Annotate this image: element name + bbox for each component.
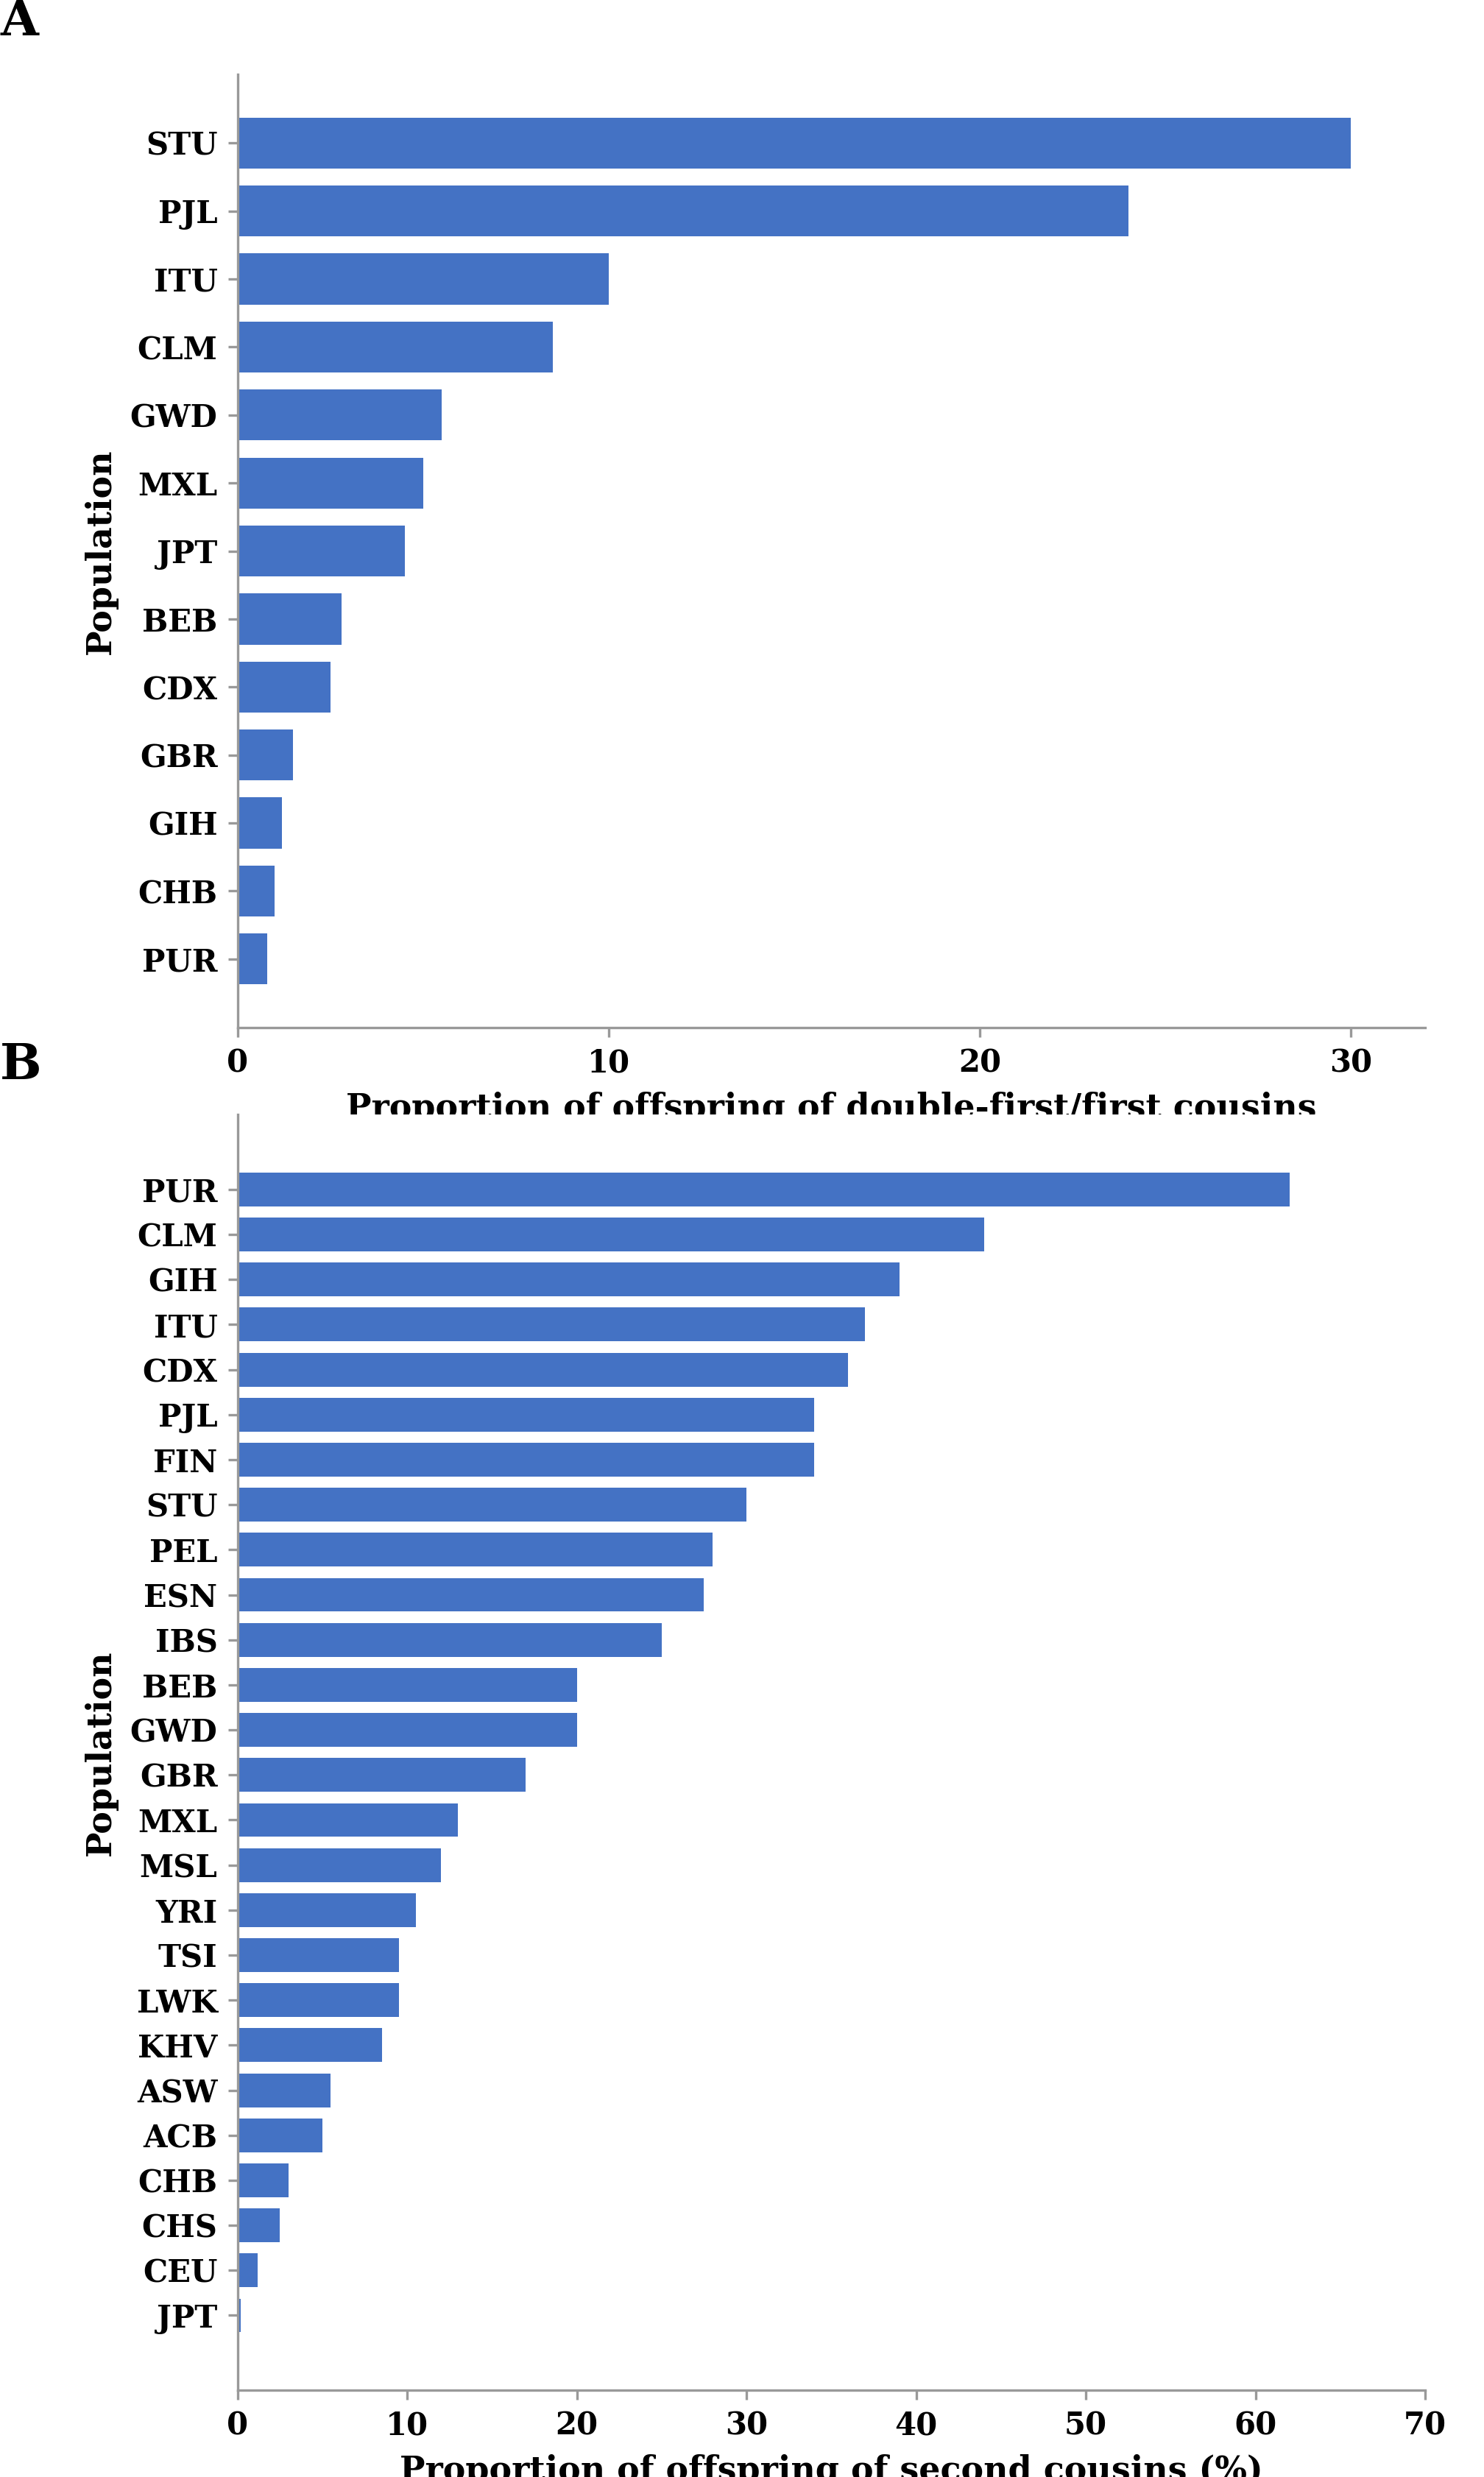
Text: A: A: [0, 0, 39, 45]
Bar: [237, 1219, 984, 1251]
X-axis label: Proportion of offspring of second cousins (%): Proportion of offspring of second cousin…: [399, 2455, 1263, 2477]
Bar: [237, 1533, 712, 1565]
Bar: [237, 389, 442, 441]
Bar: [237, 1667, 577, 1702]
Bar: [237, 594, 341, 644]
Bar: [237, 661, 331, 713]
Bar: [237, 2254, 258, 2286]
Bar: [237, 1397, 815, 1432]
Text: B: B: [0, 1040, 42, 1090]
Y-axis label: Population: Population: [85, 1650, 117, 1855]
Bar: [237, 1803, 459, 1838]
Bar: [237, 1984, 399, 2016]
Bar: [237, 525, 405, 577]
Bar: [237, 458, 423, 508]
X-axis label: Proportion of offspring of double-first/first cousins
(%): Proportion of offspring of double-first/…: [346, 1092, 1316, 1164]
Bar: [237, 322, 554, 372]
Bar: [237, 253, 608, 305]
Bar: [237, 1622, 662, 1657]
Bar: [237, 1848, 441, 1883]
Bar: [237, 1172, 1290, 1206]
Bar: [237, 1489, 746, 1521]
Bar: [237, 2162, 288, 2197]
Bar: [237, 864, 275, 916]
Bar: [237, 2299, 240, 2333]
Bar: [237, 1442, 815, 1476]
Bar: [237, 2209, 280, 2242]
Bar: [237, 186, 1128, 238]
Bar: [237, 934, 267, 986]
Bar: [237, 1759, 525, 1791]
Bar: [237, 2073, 331, 2108]
Bar: [237, 1892, 416, 1927]
Bar: [237, 1578, 703, 1613]
Bar: [237, 1352, 847, 1387]
Bar: [237, 1714, 577, 1746]
Bar: [237, 119, 1350, 168]
Bar: [237, 1308, 865, 1343]
Bar: [237, 798, 282, 850]
Bar: [237, 1263, 899, 1295]
Y-axis label: Population: Population: [85, 448, 117, 654]
Bar: [237, 731, 294, 780]
Bar: [237, 2118, 322, 2153]
Bar: [237, 2029, 381, 2061]
Bar: [237, 1937, 399, 1972]
